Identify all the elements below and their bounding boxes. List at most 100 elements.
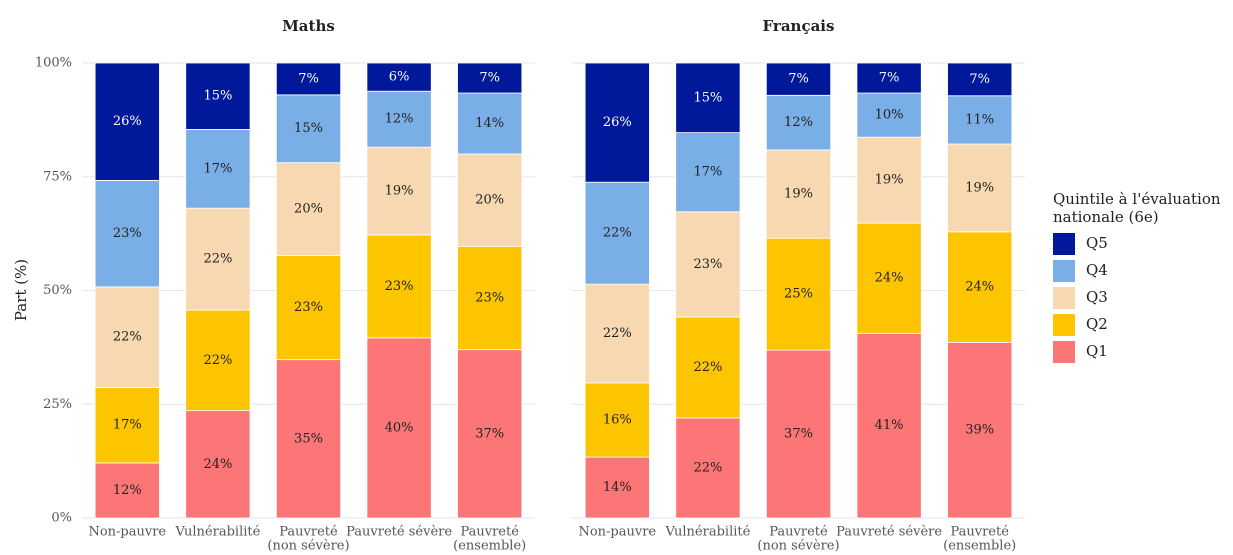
y-tick-label: 75% — [43, 169, 72, 184]
data-label: 22% — [113, 330, 142, 345]
data-label: 22% — [693, 360, 722, 375]
panel-title: Français — [763, 17, 835, 35]
data-label: 20% — [294, 202, 323, 217]
data-label: 37% — [784, 427, 813, 442]
bar-segment — [675, 417, 741, 519]
data-label: 12% — [385, 112, 414, 127]
panel-title: Maths — [282, 17, 335, 35]
bar-segment — [94, 62, 160, 181]
x-tick-label: Pauvreté — [950, 525, 1009, 540]
bar-segment — [185, 309, 251, 412]
data-label: 12% — [113, 483, 142, 498]
data-label: 19% — [784, 187, 813, 202]
data-label: 22% — [693, 460, 722, 475]
bar-segment — [584, 181, 650, 285]
data-label: 26% — [603, 115, 632, 130]
x-tick-label: (non sévère) — [267, 539, 349, 554]
x-tick-label: (ensemble) — [453, 539, 526, 554]
data-label: 24% — [875, 271, 904, 286]
bar-segment — [275, 255, 342, 361]
bar-segment — [275, 162, 342, 256]
data-label: 7% — [298, 71, 319, 86]
bar-segment — [675, 211, 741, 318]
data-label: 19% — [965, 180, 994, 195]
bar-segment — [457, 92, 523, 155]
data-label: 35% — [294, 431, 323, 446]
bar-segment — [947, 341, 1013, 519]
data-label: 25% — [784, 287, 813, 302]
bar-segment — [457, 245, 523, 351]
legend-swatch — [1053, 314, 1075, 336]
bar-segment — [765, 237, 832, 351]
data-label: 23% — [693, 257, 722, 272]
legend-title: Quintile à l'évaluation — [1053, 190, 1221, 208]
data-label: 22% — [203, 252, 232, 267]
y-tick-label: 0% — [51, 511, 72, 526]
data-label: 12% — [784, 115, 813, 130]
x-tick-label: (ensemble) — [943, 539, 1016, 554]
data-label: 7% — [479, 71, 500, 86]
data-label: 14% — [603, 480, 632, 495]
bar-segment — [675, 316, 741, 419]
data-label: 16% — [603, 412, 632, 427]
bar-segment — [275, 359, 342, 519]
x-tick-label: Pauvreté sévère — [346, 525, 452, 540]
data-label: 17% — [203, 161, 232, 176]
data-label: 22% — [603, 226, 632, 241]
legend-label: Q3 — [1086, 288, 1108, 306]
x-tick-label: Non-pauvre — [578, 525, 656, 540]
bar-segment — [94, 462, 160, 519]
bar-segment — [947, 143, 1013, 233]
bar-segment — [185, 62, 251, 130]
bar-segment — [457, 349, 523, 519]
bar-segment — [856, 92, 922, 138]
bar-segment — [856, 332, 922, 519]
bar-segment — [457, 62, 523, 94]
bar-segment — [366, 90, 432, 148]
bar-segment — [366, 337, 432, 519]
bar-segment — [366, 146, 432, 236]
data-label: 41% — [875, 418, 904, 433]
data-label: 40% — [385, 420, 414, 435]
data-label: 22% — [603, 326, 632, 341]
legend-label: Q1 — [1086, 342, 1108, 360]
bar-segment — [185, 207, 251, 311]
data-label: 10% — [875, 108, 904, 123]
data-label: 7% — [788, 72, 809, 87]
bar-segment — [185, 129, 251, 209]
data-label: 20% — [475, 193, 504, 208]
data-label: 6% — [389, 70, 410, 85]
bar-segment — [366, 62, 432, 92]
y-tick-label: 100% — [35, 56, 72, 71]
y-axis-label: Part (%) — [12, 259, 30, 321]
y-tick-label: 50% — [43, 283, 72, 298]
y-tick-label: 25% — [43, 397, 72, 412]
data-label: 17% — [113, 418, 142, 433]
x-tick-label: Pauvreté sévère — [836, 525, 942, 540]
x-tick-label: Pauvreté — [460, 525, 519, 540]
data-label: 23% — [385, 279, 414, 294]
bar-segment — [765, 62, 832, 96]
data-label: 7% — [969, 72, 990, 87]
legend-swatch — [1053, 341, 1075, 363]
bar-segment — [765, 94, 832, 151]
data-label: 11% — [965, 112, 994, 127]
bar-segment — [584, 62, 650, 183]
x-tick-label: Vulnérabilité — [174, 525, 260, 540]
legend-label: Q5 — [1086, 234, 1108, 252]
data-label: 17% — [693, 165, 722, 180]
legend-swatch — [1053, 260, 1075, 282]
bar-segment — [856, 62, 922, 94]
bar-segment — [675, 62, 741, 134]
bar-segment — [856, 222, 922, 334]
x-tick-label: Pauvreté — [769, 525, 828, 540]
x-tick-label: (non sévère) — [757, 539, 839, 554]
bar-segment — [275, 62, 342, 96]
bar-segment — [584, 382, 650, 458]
bar-segment — [366, 234, 432, 339]
data-label: 23% — [294, 300, 323, 315]
bar-segment — [765, 349, 832, 519]
data-label: 39% — [965, 423, 994, 438]
legend-label: Q4 — [1086, 261, 1108, 279]
